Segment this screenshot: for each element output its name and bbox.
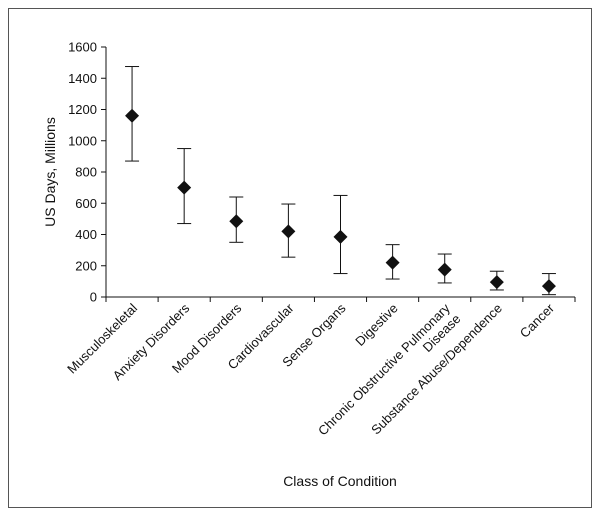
data-point-diamond <box>125 108 140 123</box>
data-point-diamond <box>489 275 504 290</box>
x-axis-title: Class of Condition <box>283 473 397 489</box>
y-axis-title: US Days, Millions <box>42 117 58 227</box>
y-tick-label: 1000 <box>68 133 97 148</box>
y-tick-label: 200 <box>75 258 97 273</box>
y-tick-label: 400 <box>75 227 97 242</box>
error-bars <box>125 66 556 296</box>
data-point-diamond <box>541 279 556 294</box>
data-point-diamond <box>437 262 452 277</box>
y-tick-label: 600 <box>75 196 97 211</box>
y-ticks: 0 200 400 600 800 1000 1200 1400 1600 <box>68 40 106 305</box>
y-tick-label: 800 <box>75 165 97 180</box>
data-point-diamond <box>333 229 348 244</box>
x-tick-label: Cancer <box>517 300 558 341</box>
data-point-diamond <box>281 224 296 239</box>
y-tick-label: 0 <box>90 290 97 305</box>
data-point-diamond <box>229 214 244 229</box>
x-tick-label: Digestive <box>352 301 400 349</box>
data-point-diamond <box>177 180 192 195</box>
data-points <box>125 108 556 294</box>
y-tick-label: 1400 <box>68 71 97 86</box>
y-tick-label: 1200 <box>68 102 97 117</box>
y-tick-label: 1600 <box>68 40 97 55</box>
chart-frame <box>8 8 592 508</box>
data-point-diamond <box>385 255 400 270</box>
